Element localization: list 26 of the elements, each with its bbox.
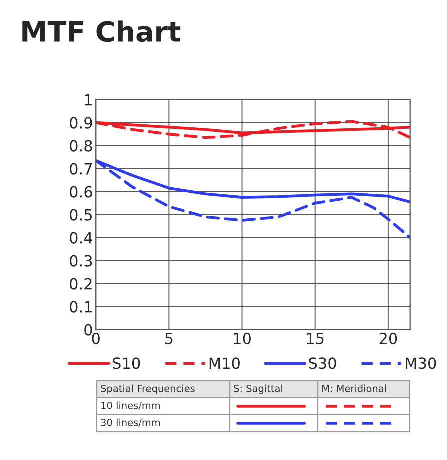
y-tick-label: 0.9 <box>70 117 92 129</box>
x-tick-label: 10 <box>234 332 251 344</box>
text: M: Meridional <box>322 384 386 392</box>
y-tick-label: 0.7 <box>70 163 92 175</box>
y-tick-label: 0.6 <box>70 186 92 198</box>
text: Spatial Frequencies <box>101 384 195 394</box>
x-tick-label: 20 <box>380 332 398 344</box>
legend-label: S30 <box>309 358 336 370</box>
legend-label: M30 <box>406 358 436 370</box>
chart-title: MTF Chart <box>22 20 181 42</box>
x-tick-label: 5 <box>166 333 173 344</box>
y-tick-label: 0.2 <box>70 278 92 290</box>
text: 10 lines/mm <box>102 402 160 410</box>
y-tick-label: 0.1 <box>70 301 92 313</box>
legend-label: M10 <box>210 358 240 370</box>
y-tick-label: 0 <box>84 324 92 336</box>
text: 30 lines/mm <box>101 418 160 428</box>
y-tick-label: 0.8 <box>70 140 92 152</box>
x-tick-label: 0 <box>92 332 100 344</box>
y-tick-label: 0.4 <box>70 232 92 244</box>
x-tick-label: 15 <box>307 333 324 344</box>
y-tick-label: 0.3 <box>70 255 92 267</box>
legend-label: S10 <box>113 358 140 370</box>
text: S: Sagittal <box>234 384 282 394</box>
y-tick-label: 0.5 <box>70 209 92 221</box>
y-tick-label: 1 <box>85 94 92 106</box>
